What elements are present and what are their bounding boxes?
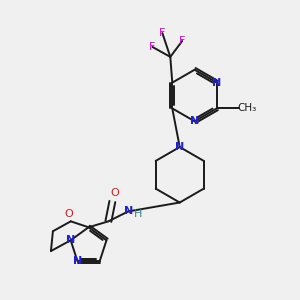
Text: O: O [110,188,119,198]
Text: N: N [73,256,82,266]
Text: O: O [64,209,73,219]
Text: N: N [124,206,133,216]
Text: H: H [134,209,142,219]
Text: N: N [190,116,199,126]
Text: CH₃: CH₃ [237,103,256,113]
Text: F: F [179,36,185,46]
Text: N: N [66,235,75,245]
Text: N: N [212,78,221,88]
Text: F: F [159,28,166,38]
Text: F: F [149,42,156,52]
Text: N: N [175,142,184,152]
